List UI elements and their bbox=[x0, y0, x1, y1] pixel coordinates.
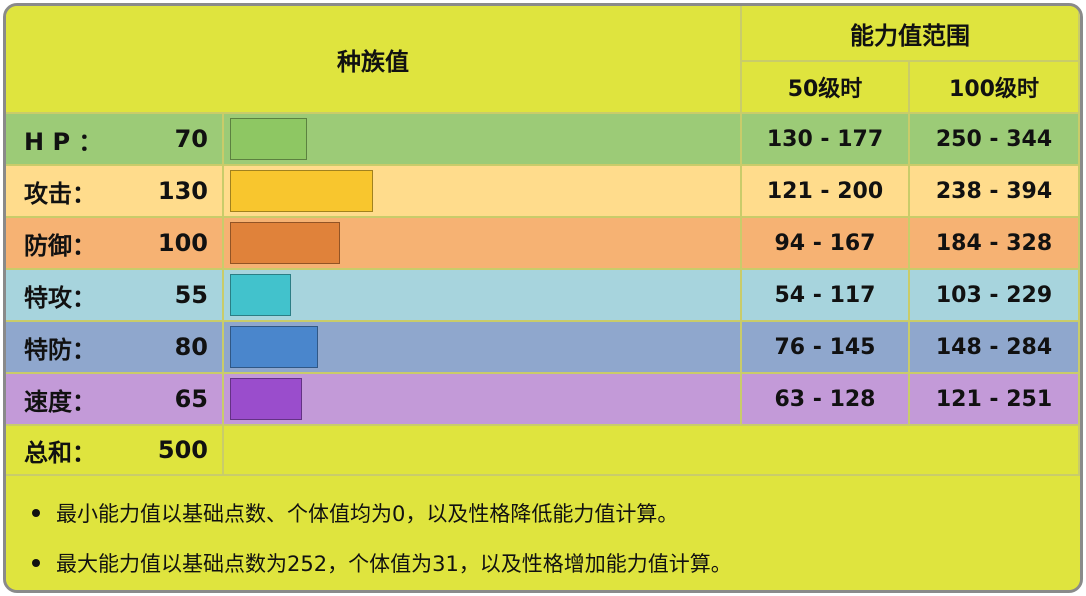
lv50-range: 130 - 177 bbox=[742, 114, 910, 166]
stat-value: 65 bbox=[174, 385, 208, 413]
lv50-range: 121 - 200 bbox=[742, 166, 910, 218]
stat-row-label: 特防： 80 bbox=[6, 322, 224, 374]
note-max-text: 最大能力值以基础点数为252，个体值为31，以及性格增加能力值计算。 bbox=[56, 552, 732, 576]
stat-name: 速度： bbox=[24, 387, 96, 416]
stat-name: H P ： bbox=[24, 127, 103, 156]
total-label: 总和： bbox=[24, 438, 96, 467]
stat-row-label: 攻击： 130 bbox=[6, 166, 224, 218]
note-max: 最大能力值以基础点数为252，个体值为31，以及性格增加能力值计算。 bbox=[32, 548, 732, 578]
stat-bar-cell bbox=[224, 270, 742, 322]
lv100-range: 184 - 328 bbox=[910, 218, 1080, 270]
lv100-range: 148 - 284 bbox=[910, 322, 1080, 374]
stat-name: 特防： bbox=[24, 335, 96, 364]
stat-bar-cell bbox=[224, 166, 742, 218]
lv50-range: 54 - 117 bbox=[742, 270, 910, 322]
note-min-text: 最小能力值以基础点数、个体值均为0，以及性格降低能力值计算。 bbox=[56, 502, 679, 526]
stat-value: 80 bbox=[174, 333, 208, 361]
stat-bar bbox=[230, 118, 307, 160]
stat-value: 130 bbox=[157, 177, 208, 205]
stat-row-label: H P ： 70 bbox=[6, 114, 224, 166]
lv100-range: 238 - 394 bbox=[910, 166, 1080, 218]
lv50-header: 50级时 bbox=[742, 62, 910, 114]
stat-value: 100 bbox=[157, 229, 208, 257]
notes-section: 最小能力值以基础点数、个体值均为0，以及性格降低能力值计算。 最大能力值以基础点… bbox=[6, 476, 1080, 590]
stat-bar bbox=[230, 222, 340, 264]
stat-value: 55 bbox=[174, 281, 208, 309]
stat-bar bbox=[230, 274, 291, 316]
stat-name: 攻击： bbox=[24, 179, 96, 208]
note-min: 最小能力值以基础点数、个体值均为0，以及性格降低能力值计算。 bbox=[32, 498, 678, 528]
base-stats-table: 种族值 能力值范围 50级时 100级时 H P ： 70 130 - 177 250… bbox=[3, 3, 1083, 593]
stat-bar-cell bbox=[224, 322, 742, 374]
bullet-icon bbox=[32, 509, 40, 517]
lv100-range: 121 - 251 bbox=[910, 374, 1080, 426]
stat-value: 70 bbox=[174, 125, 208, 153]
total-row: 总和： 500 bbox=[6, 426, 224, 476]
total-empty-cell bbox=[224, 426, 1080, 476]
base-stats-header: 种族值 bbox=[6, 6, 742, 114]
lv50-range: 63 - 128 bbox=[742, 374, 910, 426]
stat-row-label: 特攻： 55 bbox=[6, 270, 224, 322]
stat-bar bbox=[230, 378, 302, 420]
stat-bar-cell bbox=[224, 114, 742, 166]
lv100-header: 100级时 bbox=[910, 62, 1080, 114]
stat-bar bbox=[230, 170, 373, 212]
lv100-range: 103 - 229 bbox=[910, 270, 1080, 322]
stat-range-header: 能力值范围 bbox=[742, 6, 1080, 62]
stat-name: 防御： bbox=[24, 231, 96, 260]
stat-bar-cell bbox=[224, 374, 742, 426]
lv100-range: 250 - 344 bbox=[910, 114, 1080, 166]
total-value: 500 bbox=[157, 436, 208, 464]
stat-bar-cell bbox=[224, 218, 742, 270]
stat-name: 特攻： bbox=[24, 283, 96, 312]
lv50-range: 76 - 145 bbox=[742, 322, 910, 374]
stat-bar bbox=[230, 326, 318, 368]
stat-row-label: 防御： 100 bbox=[6, 218, 224, 270]
stat-row-label: 速度： 65 bbox=[6, 374, 224, 426]
lv50-range: 94 - 167 bbox=[742, 218, 910, 270]
bullet-icon bbox=[32, 559, 40, 567]
